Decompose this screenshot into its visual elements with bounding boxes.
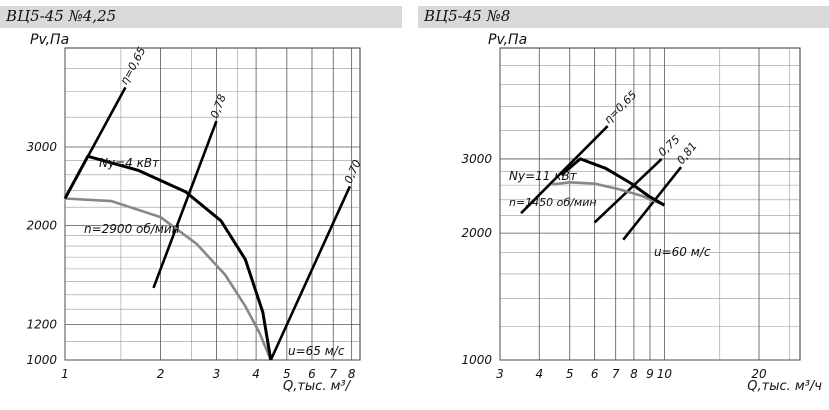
p2-efficiency-line-2 <box>622 166 683 241</box>
p2-y-tick-label: 3000 <box>461 152 492 166</box>
p1-y-tick-label: 1000 <box>26 353 57 367</box>
p1-x-tick-label: 1 <box>61 367 69 381</box>
right-header-bar: ВЦ5-45 №8 <box>418 6 829 28</box>
p1-annotation-velocity: u=65 м/с <box>288 344 345 358</box>
p2-series-line-1 <box>560 157 666 207</box>
p2-x-tick-label: 10 <box>657 367 673 381</box>
p1-efficiency-label-0: η=0,65 <box>118 45 149 87</box>
p1-efficiency-line-1 <box>152 120 218 289</box>
p2-x-tick-label: 7 <box>612 367 620 381</box>
p1-series-label-n: n=2900 об/мин <box>84 222 180 236</box>
p2-efficiency-line-0 <box>520 125 609 215</box>
left-header-bar: ВЦ5-45 №4,25 <box>0 6 402 28</box>
p1-plot-frame <box>64 47 361 361</box>
p2-x-tick-label: 3 <box>496 367 504 381</box>
right-header-title: ВЦ5-45 №8 <box>424 7 511 25</box>
p2-x-tick-label: 5 <box>566 367 574 381</box>
p1-y-tick-label: 2000 <box>26 219 57 233</box>
p2-y-axis-label: Pv,Па <box>488 32 527 48</box>
p2-annotation-velocity: u=60 м/с <box>654 245 711 259</box>
p1-efficiency-line-2 <box>269 185 352 361</box>
p2-y-tick-label: 1000 <box>461 353 492 367</box>
p2-x-tick-label: 4 <box>535 367 543 381</box>
p1-x-tick-label: 8 <box>348 367 356 381</box>
p1-x-tick-label: 6 <box>308 367 316 381</box>
p2-x-tick-label: 20 <box>751 367 767 381</box>
p1-y-tick-label: 3000 <box>26 140 57 154</box>
p1-efficiency-label-1: 0,78 <box>208 93 229 121</box>
p2-x-axis-label: Q,тыс. м³/ч <box>747 379 822 394</box>
p1-x-tick-label: 2 <box>157 367 165 381</box>
p2-x-tick-label: 9 <box>646 367 654 381</box>
p1-x-tick-label: 5 <box>283 367 291 381</box>
p1-x-tick-label: 4 <box>252 367 260 381</box>
p1-series-label-ny: Ny=4 кВт <box>99 156 160 170</box>
p1-x-axis-label: Q,тыс. м³/ <box>283 379 352 394</box>
p2-series-label-ny: Ny=11 кВт <box>509 169 578 183</box>
p1-series-line-1 <box>63 154 273 361</box>
p1-x-tick-label: 3 <box>213 367 221 381</box>
left-header-title: ВЦ5-45 №4,25 <box>6 7 117 25</box>
p2-series-label-n: n=1450 об/мин <box>509 196 597 209</box>
p1-y-tick-label: 1200 <box>26 318 57 332</box>
p1-y-axis-label: Pv,Па <box>30 32 69 48</box>
p1-x-tick-label: 7 <box>329 367 337 381</box>
p2-x-tick-label: 6 <box>591 367 599 381</box>
p2-series-line-0 <box>552 181 665 207</box>
p1-series-line-0 <box>64 197 272 361</box>
p2-x-tick-label: 8 <box>630 367 638 381</box>
p2-y-tick-label: 2000 <box>461 226 492 240</box>
